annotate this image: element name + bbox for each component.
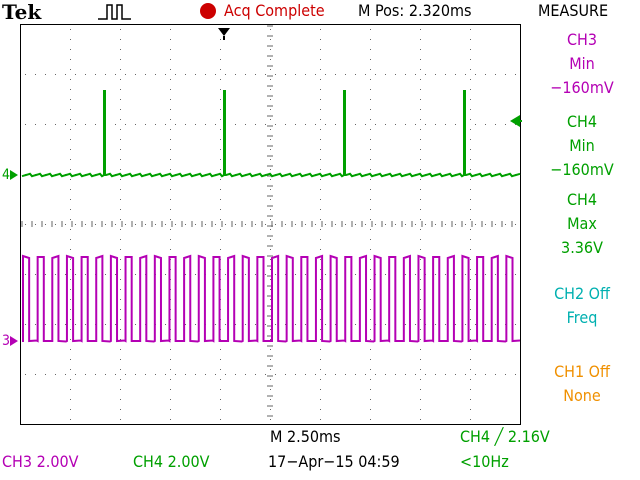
measurement-source: CH1 Off: [554, 362, 610, 381]
ch4-waveform: [21, 90, 521, 178]
trigger-readout: CH4 ╱ 2.16V: [460, 427, 550, 446]
measurement-2[interactable]: CH4 Min −160mV: [524, 110, 640, 182]
measurement-4[interactable]: CH2 Off Freq: [524, 282, 640, 330]
ch4-scale-readout: CH4 2.00V: [133, 452, 210, 471]
measure-title: MEASURE: [538, 1, 609, 20]
measurement-value: −160mV: [550, 78, 614, 97]
measurement-source: CH2 Off: [554, 284, 610, 303]
ch3-ground-icon: [10, 336, 18, 346]
ch3-ground-marker: 3: [2, 333, 11, 349]
ch4-trace-line: [21, 90, 521, 178]
measurement-type: Min: [569, 54, 595, 73]
horizontal-position: M Pos: 2.320ms: [358, 1, 472, 20]
measurement-type: None: [563, 386, 601, 405]
graticule: [21, 25, 516, 420]
ch3-waveform: [22, 254, 521, 343]
measurement-value: −160mV: [550, 160, 614, 179]
ch4-ground-marker: 4: [2, 167, 11, 183]
measurement-type: Max: [567, 214, 597, 233]
measurement-1[interactable]: CH3 Min −160mV: [524, 28, 640, 100]
trigger-position-icon: [218, 28, 230, 36]
measurement-5[interactable]: CH1 Off None: [524, 360, 640, 408]
measurement-source: CH4: [566, 190, 598, 209]
measurement-3[interactable]: CH4 Max 3.36V: [524, 188, 640, 260]
ch3-scale-readout: CH3 2.00V: [2, 452, 79, 471]
measurement-source: CH4: [566, 112, 598, 131]
graticule-border: [20, 24, 521, 425]
pulse-run-icon: [98, 4, 131, 20]
ch3-trace-line: [22, 254, 521, 343]
measurement-type: Min: [569, 136, 595, 155]
measurement-type: Freq: [566, 308, 598, 327]
date-time-readout: 17−Apr−15 04:59: [268, 452, 400, 471]
ch4-ground-icon: [10, 170, 18, 180]
trigger-frequency-readout: <10Hz: [460, 452, 509, 471]
timebase-readout: M 2.50ms: [270, 427, 341, 446]
measurement-value: 3.36V: [561, 238, 603, 257]
brand-logo: Tek: [2, 0, 42, 24]
acquisition-status: Acq Complete: [224, 1, 325, 20]
acquisition-indicator-icon: [200, 3, 216, 19]
measurement-source: CH3: [566, 30, 598, 49]
